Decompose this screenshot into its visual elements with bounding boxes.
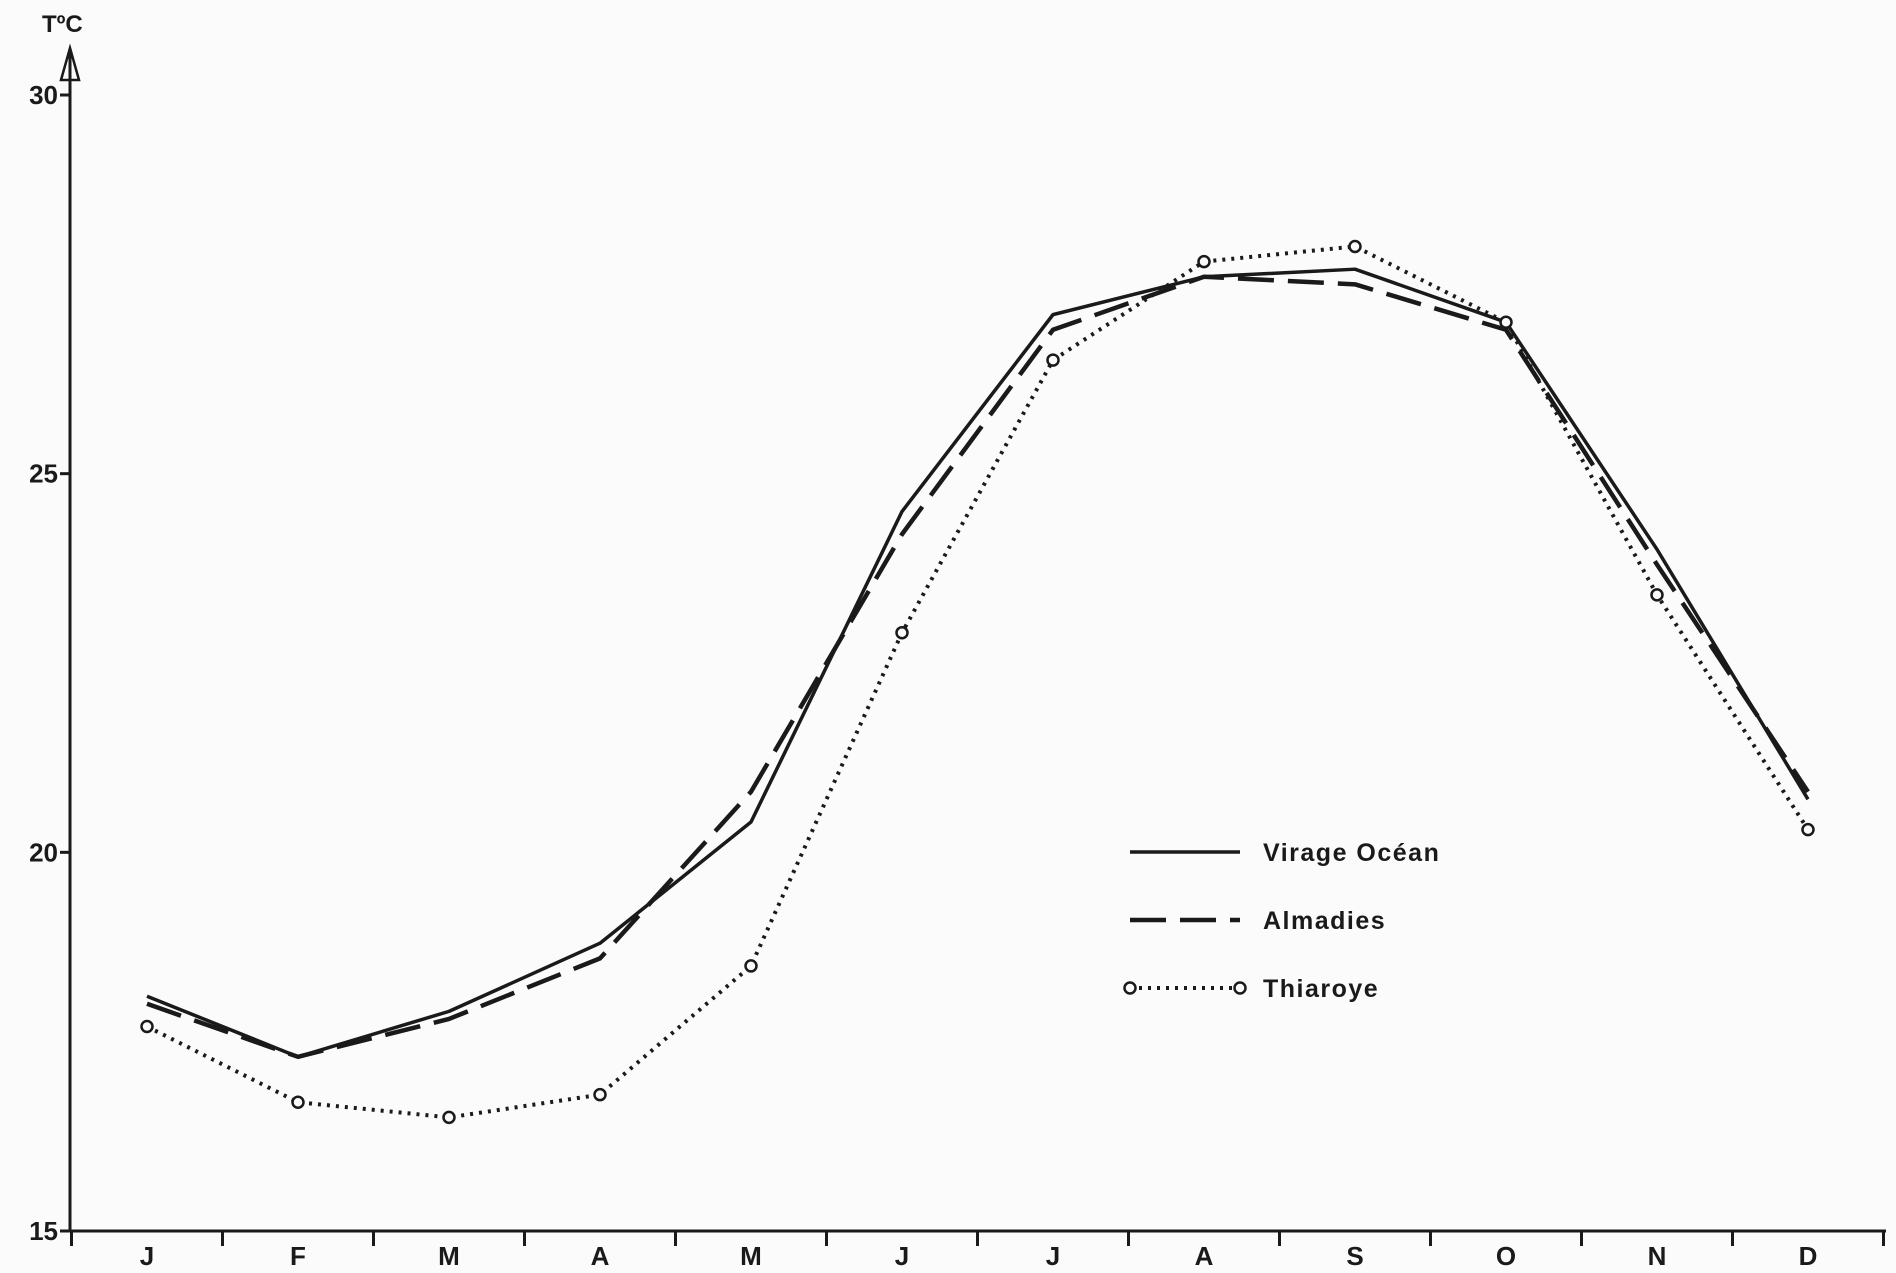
data-point — [1197, 254, 1211, 269]
data-point — [1650, 588, 1664, 602]
x-tick-label: F — [290, 1241, 306, 1271]
x-tick-label: N — [1648, 1241, 1667, 1271]
data-point — [1499, 315, 1513, 329]
x-tick-label: M — [740, 1241, 762, 1271]
series-2 — [146, 274, 1810, 1060]
y-tick-label: 15 — [29, 1216, 58, 1246]
data-point — [895, 625, 909, 640]
data-point — [140, 1019, 154, 1034]
series-1 — [146, 267, 1810, 1059]
series-3 — [140, 239, 1815, 1125]
series-line — [146, 244, 1810, 1120]
data-point — [291, 1095, 305, 1110]
x-tick-label: O — [1496, 1241, 1516, 1271]
data-point — [744, 959, 758, 973]
y-tick-label: 20 — [29, 837, 58, 867]
data-point — [1801, 822, 1815, 837]
data-point — [593, 1087, 607, 1102]
x-tick-label: A — [591, 1241, 610, 1271]
x-tick-label: M — [438, 1241, 460, 1271]
data-point — [1046, 353, 1060, 367]
x-tick-label: A — [1195, 1241, 1214, 1271]
legend-label: Virage Océan — [1263, 839, 1440, 867]
legend: Virage Océan Almadies Thiaroye — [1123, 839, 1440, 1003]
legend-item: Virage Océan — [1130, 839, 1440, 867]
y-tick-label: 25 — [29, 459, 58, 489]
y-axis-arrow-icon — [59, 43, 81, 82]
legend-marker — [1233, 981, 1247, 995]
x-tick-label: D — [1799, 1241, 1818, 1271]
data-point — [1348, 239, 1362, 254]
axes: TºC 15 20 25 30 J F M A M J J A S O N D — [29, 11, 1886, 1271]
series-lines — [140, 239, 1815, 1125]
y-axis-unit-label: TºC — [42, 11, 83, 38]
x-tick-label: J — [140, 1241, 154, 1271]
x-tick-label: J — [895, 1241, 909, 1271]
data-point — [442, 1110, 456, 1125]
series-line — [146, 274, 1810, 1060]
x-tick-label: J — [1046, 1241, 1060, 1271]
legend-label: Almadies — [1263, 907, 1386, 935]
y-tick-label: 30 — [29, 80, 58, 110]
legend-item: Thiaroye — [1123, 975, 1379, 1003]
legend-label: Thiaroye — [1263, 975, 1379, 1003]
legend-marker — [1123, 981, 1137, 995]
legend-item: Almadies — [1130, 907, 1386, 935]
series-line — [146, 267, 1810, 1059]
x-tick-label: S — [1346, 1241, 1363, 1271]
